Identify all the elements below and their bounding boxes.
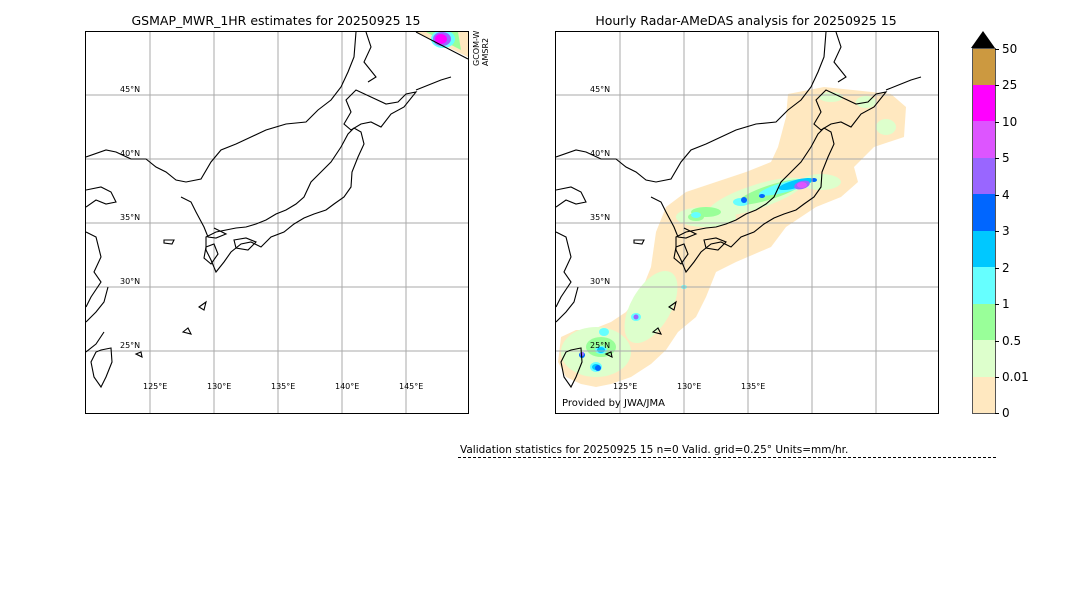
lon-label-130e: 130°E (677, 382, 702, 391)
colorbar-segment-3-4 (973, 194, 995, 231)
lon-label-125e: 125°E (613, 382, 638, 391)
left-map-panel: 45°N 40°N 35°N 30°N 25°N 125°E 130°E 135… (85, 31, 469, 414)
colorbar-segment-5-10 (973, 121, 995, 158)
colorbar-segment-10-25 (973, 85, 995, 121)
lat-label-40n: 40°N (590, 149, 611, 158)
colorbar-tick-2: 2 (995, 262, 1010, 274)
lon-label-130e: 130°E (207, 382, 232, 391)
satellite-label-line1: GCOM-W (472, 30, 481, 66)
lat-label-35n: 35°N (590, 213, 611, 222)
validation-divider (458, 457, 996, 458)
lon-label-135e: 135°E (271, 382, 296, 391)
lat-label-30n: 30°N (590, 277, 611, 286)
lon-label-125e: 125°E (143, 382, 168, 391)
lon-label-145e: 145°E (399, 382, 424, 391)
lon-label-135e: 135°E (741, 382, 766, 391)
right-map-panel: 45°N 40°N 35°N 30°N 25°N 125°E 130°E 135… (555, 31, 939, 414)
lat-label-40n: 40°N (120, 149, 141, 158)
lat-label-25n: 25°N (120, 341, 141, 350)
colorbar-segment-25-50 (973, 49, 995, 85)
colorbar-tick-50: 50 (995, 43, 1017, 55)
colorbar-segment-2-3 (973, 231, 995, 267)
satellite-label-line2: AMSR2 (481, 37, 490, 66)
colorbar-tick-0.5: 0.5 (995, 335, 1021, 347)
left-map-graphic (86, 32, 468, 413)
colorbar-tick-25: 25 (995, 79, 1017, 91)
lat-label-45n: 45°N (590, 85, 611, 94)
colorbar-extend-arrow (971, 31, 995, 48)
lat-label-25n: 25°N (590, 341, 611, 350)
colorbar-tick-5: 5 (995, 152, 1010, 164)
satellite-label: GCOM-W AMSR2 (472, 31, 490, 66)
colorbar-tick-10: 10 (995, 116, 1017, 128)
colorbar-segment-1-2 (973, 267, 995, 304)
colorbar-segment-4-5 (973, 158, 995, 194)
colorbar-tick-0: 0 (995, 407, 1010, 419)
colorbar-tick-4: 4 (995, 189, 1010, 201)
colorbar-segment-05-1 (973, 304, 995, 340)
validation-statistics-text: Validation statistics for 20250925 15 n=… (460, 444, 849, 456)
right-map-title: Hourly Radar-AMeDAS analysis for 2025092… (595, 13, 897, 28)
colorbar (972, 48, 996, 414)
lon-label-140e: 140°E (335, 382, 360, 391)
colorbar-tick-3: 3 (995, 225, 1010, 237)
right-map-graphic (556, 32, 938, 413)
lat-label-35n: 35°N (120, 213, 141, 222)
colorbar-tick-0.01: 0.01 (995, 371, 1029, 383)
lat-label-30n: 30°N (120, 277, 141, 286)
lat-label-45n: 45°N (120, 85, 141, 94)
colorbar-tick-1: 1 (995, 298, 1010, 310)
colorbar-segment-001-05 (973, 340, 995, 377)
data-credit: Provided by JWA/JMA (562, 398, 665, 409)
left-map-title: GSMAP_MWR_1HR estimates for 20250925 15 (131, 13, 421, 28)
colorbar-segment-0-001 (973, 377, 995, 413)
